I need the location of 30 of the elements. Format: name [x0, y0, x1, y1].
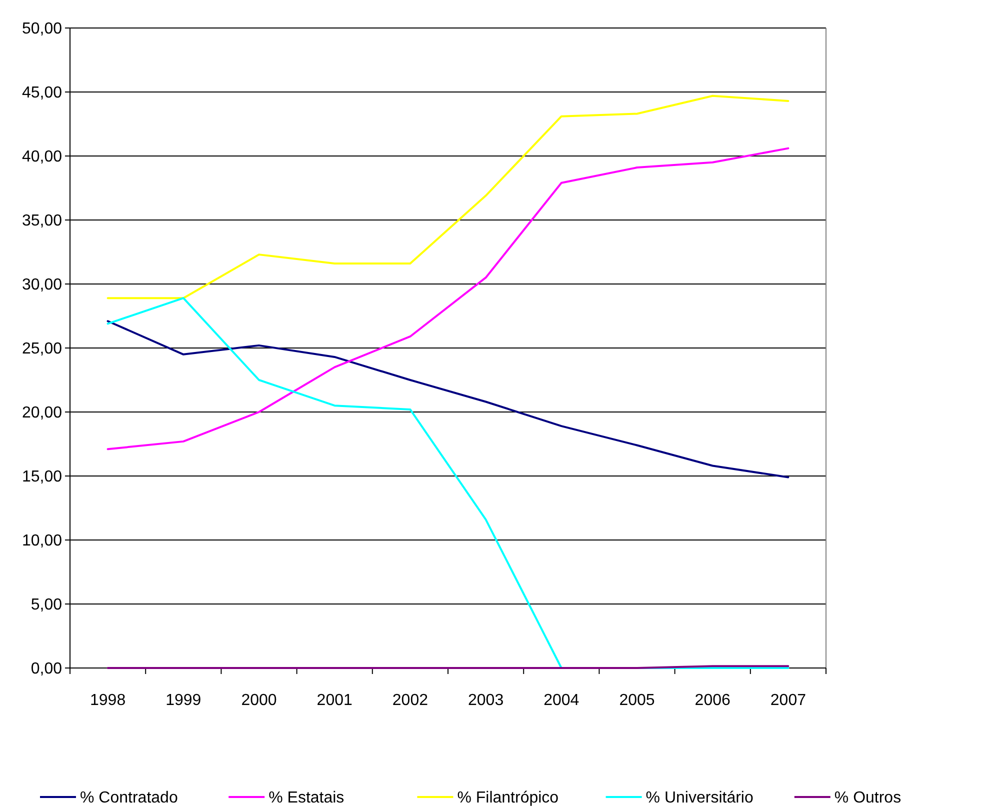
x-tick-label: 2003: [468, 692, 504, 709]
x-tick-label: 2002: [392, 692, 428, 709]
y-tick-label: 30,00: [22, 276, 62, 294]
line-series: [106, 147, 790, 450]
x-tick-label: 1998: [90, 692, 126, 709]
legend-label: % Filantrópico: [457, 790, 559, 807]
legend-label: % Outros: [834, 790, 902, 807]
y-tick-label: 10,00: [22, 532, 62, 550]
x-tick-label: 2005: [619, 692, 655, 709]
y-tick-label: 40,00: [22, 148, 62, 166]
legend-label: % Universitário: [646, 790, 754, 807]
x-tick-label: 2006: [694, 692, 730, 709]
y-tick-label: 25,00: [22, 340, 62, 358]
line-series: [106, 297, 790, 669]
y-tick-label: 20,00: [22, 404, 62, 422]
y-tick-label: 35,00: [22, 212, 62, 230]
x-tick-label: 2007: [770, 692, 806, 709]
line-series: [106, 320, 790, 478]
legend-label: % Contratado: [80, 790, 178, 807]
x-tick-label: 2001: [316, 692, 352, 709]
x-tick-label: 2004: [544, 692, 580, 709]
x-tick-label: 2000: [241, 692, 277, 709]
y-tick-label: 15,00: [22, 468, 62, 486]
x-tick-label: 1999: [166, 692, 202, 709]
line-series: [106, 94, 790, 300]
legend-label: % Estatais: [268, 790, 344, 807]
y-tick-label: 50,00: [22, 20, 62, 38]
y-tick-label: 45,00: [22, 84, 62, 102]
y-tick-label: 0,00: [30, 660, 62, 678]
y-tick-label: 5,00: [30, 596, 62, 614]
